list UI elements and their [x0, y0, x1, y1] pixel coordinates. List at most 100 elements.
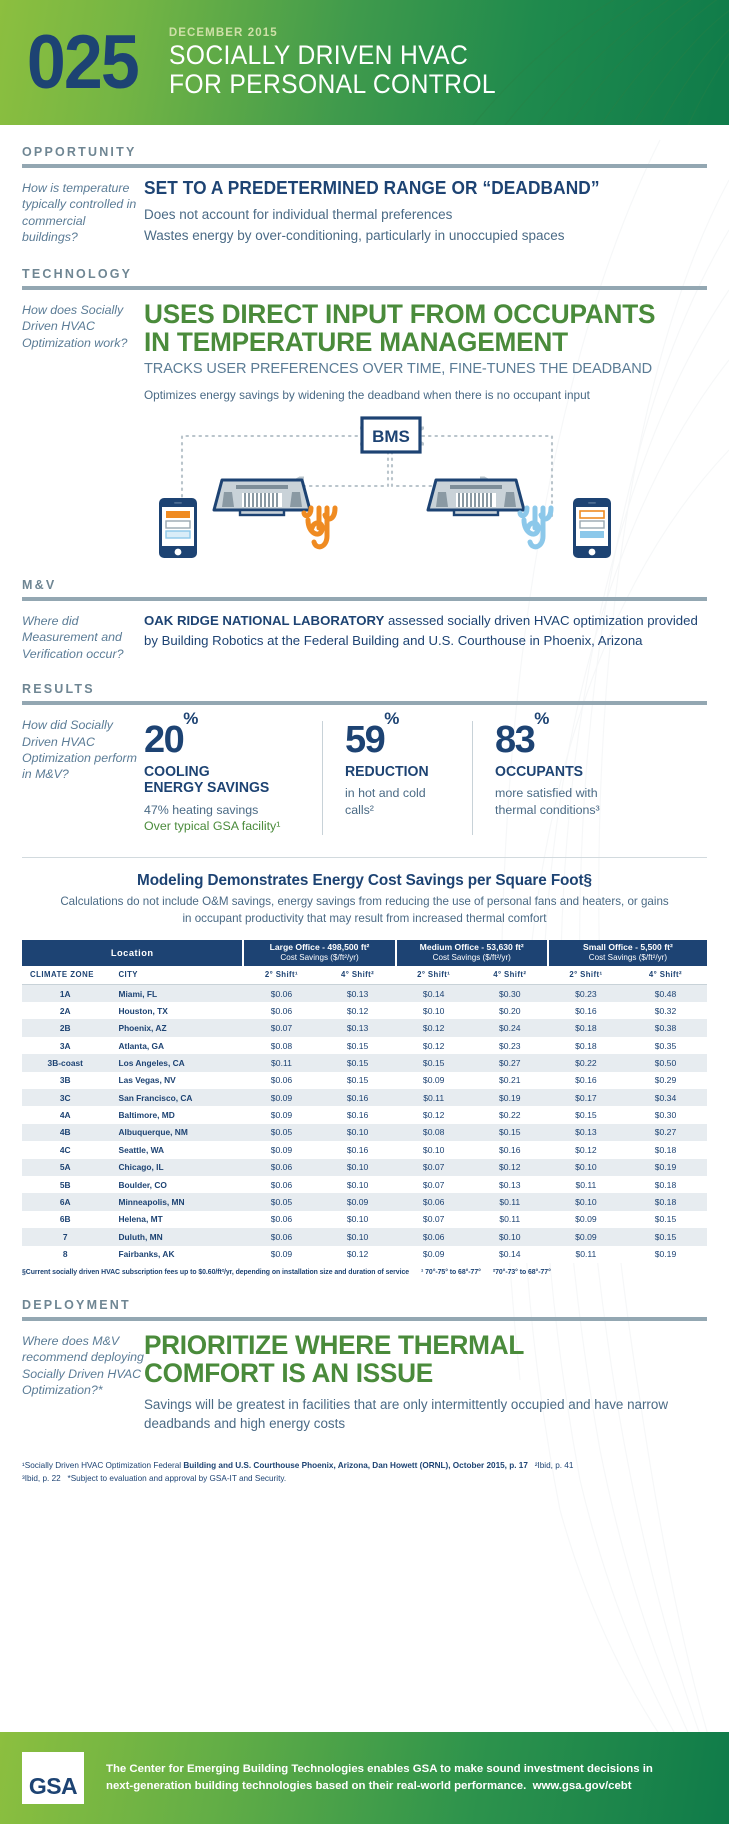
cell-city: Duluth, MN [118, 1231, 163, 1242]
cell-cost-savings: $0.50 [654, 1057, 677, 1068]
cell-city: Baltimore, MD [118, 1110, 175, 1121]
table-row: 6B Helena, MT $0.06 $0.10 $0.07 $0.11 $0.09 $0.… [22, 1210, 707, 1229]
cell-climate-zone: 3C [59, 1092, 71, 1103]
stat-sub-line1: in hot and cold [345, 786, 426, 801]
section-rule [22, 597, 707, 601]
cell-cost-savings: $0.19 [654, 1249, 677, 1260]
cell-cost-savings: $0.35 [654, 1040, 677, 1051]
opportunity-headline: SET TO A PREDETERMINED RANGE OR “DEADBAN… [144, 178, 600, 198]
deployment-headline: PRIORITIZE WHERE THERMAL COMFORT IS AN I… [144, 1329, 525, 1388]
stat-sub-line1: 47% heating savings [144, 802, 259, 817]
cell-city: Fairbanks, AK [118, 1249, 175, 1260]
stat-sub-line2: thermal conditions³ [495, 803, 600, 818]
cell-cost-savings: $0.10 [575, 1162, 597, 1173]
cell-climate-zone: 1A [59, 988, 71, 999]
cell-cost-savings: $0.27 [654, 1127, 677, 1138]
cell-city: Atlanta, GA [118, 1040, 165, 1051]
deployment-question: Where does M&V recommend deploying Socia… [22, 1333, 144, 1397]
cell-city: Chicago, IL [118, 1162, 164, 1173]
subheader-small-2deg: 2° Shift¹ [547, 965, 624, 986]
cell-cost-savings: $0.11 [575, 1249, 597, 1260]
results-question: How did Socially Driven HVAC Optimizatio… [22, 718, 137, 782]
cell-cost-savings: $0.12 [346, 1249, 369, 1260]
cell-cost-savings: $0.11 [499, 1197, 521, 1208]
cell-cost-savings: $0.09 [575, 1214, 597, 1225]
cell-cost-savings: $0.06 [422, 1231, 445, 1242]
cell-cost-savings: $0.15 [422, 1057, 445, 1068]
cell-cost-savings: $0.10 [422, 1005, 445, 1016]
cell-cost-savings: $0.09 [346, 1197, 369, 1208]
footnote-1a: ¹Socially Driven HVAC Optimization Feder… [22, 1460, 184, 1470]
cell-cost-savings: $0.08 [270, 1040, 293, 1051]
footer-url[interactable]: www.gsa.gov/cebt [532, 1780, 632, 1792]
cell-cost-savings: $0.06 [270, 1075, 293, 1086]
smartphone-icon-right [573, 498, 611, 558]
cell-cost-savings: $0.48 [654, 988, 677, 999]
cell-cost-savings: $0.16 [499, 1144, 521, 1155]
page-title: SOCIALLY DRIVEN HVAC FOR PERSONAL CONTRO… [168, 40, 496, 99]
cell-climate-zone: 5B [59, 1179, 71, 1190]
table-footnote-b: ¹ 70°-75° to 68°-77° [421, 1268, 481, 1276]
cell-climate-zone: 7 [62, 1231, 68, 1242]
cell-climate-zone: 4B [59, 1127, 71, 1138]
table-row: 2B Phoenix, AZ $0.07 $0.13 $0.12 $0.24 $0.18 $0… [22, 1019, 707, 1037]
deployment-subtext: Savings will be greatest in facilities t… [144, 1397, 668, 1432]
footnote-2b: *Subject to evaluation and approval by G… [67, 1473, 287, 1483]
results-stats: 20% COOLING ENERGY SAVINGS 47% heating s… [144, 710, 707, 836]
bms-label: BMS [372, 427, 410, 446]
section-rule [22, 285, 707, 290]
cell-cost-savings: $0.10 [346, 1162, 369, 1173]
section-rule [22, 1316, 707, 1321]
footnote-1b: Building and U.S. Courthouse Phoenix, Ar… [183, 1460, 528, 1470]
stat-sub: more satisfied with thermal conditions³ [495, 785, 707, 818]
mv-body: OAK RIDGE NATIONAL LABORATORY assessed s… [144, 611, 707, 651]
airflow-warm-icon [301, 505, 338, 550]
cell-climate-zone: 2A [59, 1005, 71, 1016]
cell-cost-savings: $0.09 [422, 1249, 445, 1260]
group-header-small-office-sub: Cost Savings ($/ft²/yr) [588, 953, 668, 963]
opportunity-bullet-1: Does not account for individual thermal … [144, 207, 453, 222]
cell-cost-savings: $0.24 [499, 1023, 521, 1034]
cell-cost-savings: $0.10 [346, 1231, 369, 1242]
cell-cost-savings: $0.10 [346, 1214, 369, 1225]
cell-cost-savings: $0.16 [575, 1005, 597, 1016]
stat-label: REDUCTION [345, 764, 429, 781]
cell-cost-savings: $0.06 [270, 1179, 293, 1190]
technology-note: Optimizes energy savings by widening the… [144, 388, 590, 402]
savings-table-section: Modeling Demonstrates Energy Cost Saving… [22, 857, 707, 1278]
cell-cost-savings: $0.14 [422, 988, 445, 999]
cell-cost-savings: $0.06 [270, 1162, 293, 1173]
cell-cost-savings: $0.07 [422, 1214, 445, 1225]
cell-cost-savings: $0.12 [422, 1023, 445, 1034]
stat-unit: % [534, 709, 550, 729]
footer-line-1: The Center for Emerging Building Technol… [106, 1763, 653, 1776]
cell-cost-savings: $0.27 [499, 1057, 521, 1068]
bms-node: BMS [360, 416, 422, 454]
table-footnotes: §Current socially driven HVAC subscripti… [22, 1269, 707, 1278]
publication-date: DECEMBER 2015 [168, 27, 278, 40]
group-header-large-office-label: Large Office - 498,500 ft² [269, 941, 370, 952]
table-row: 6A Minneapolis, MN $0.05 $0.09 $0.06 $0.11 $0.… [22, 1193, 707, 1211]
page-header: 025 DECEMBER 2015 SOCIALLY DRIVEN HVAC F… [0, 0, 729, 125]
opportunity-row: How is temperature typically controlled … [22, 178, 707, 247]
cell-climate-zone: 3B-coast [47, 1057, 83, 1068]
table-row: 3B-coast Los Angeles, CA $0.11 $0.15 $0.15 $0… [22, 1054, 707, 1072]
cell-cost-savings: $0.15 [575, 1110, 597, 1121]
table-row: 8 Fairbanks, AK $0.09 $0.12 $0.09 $0.14 $0.11 $… [22, 1245, 707, 1263]
table-row: 1A Miami, FL $0.06 $0.13 $0.14 $0.30 $0.23 $0.4… [22, 984, 707, 1003]
stat-card: 83% OCCUPANTS more satisfied with therma… [472, 710, 707, 836]
table-row: 3C San Francisco, CA $0.09 $0.16 $0.11 $0.19 $… [22, 1089, 707, 1107]
cell-cost-savings: $0.19 [654, 1162, 677, 1173]
cell-cost-savings: $0.19 [499, 1092, 521, 1103]
cell-cost-savings: $0.09 [270, 1144, 293, 1155]
header-arcs [472, 0, 729, 125]
cell-cost-savings: $0.12 [499, 1162, 521, 1173]
cell-cost-savings: $0.34 [654, 1092, 677, 1103]
system-diagram: BMS [22, 408, 707, 558]
stat-number: 20 [144, 719, 185, 762]
cell-cost-savings: $0.30 [654, 1110, 677, 1121]
table-row: 4A Baltimore, MD $0.09 $0.16 $0.12 $0.22 $0.15… [22, 1106, 707, 1124]
cell-cost-savings: $0.18 [654, 1179, 677, 1190]
table-divider [22, 857, 707, 859]
